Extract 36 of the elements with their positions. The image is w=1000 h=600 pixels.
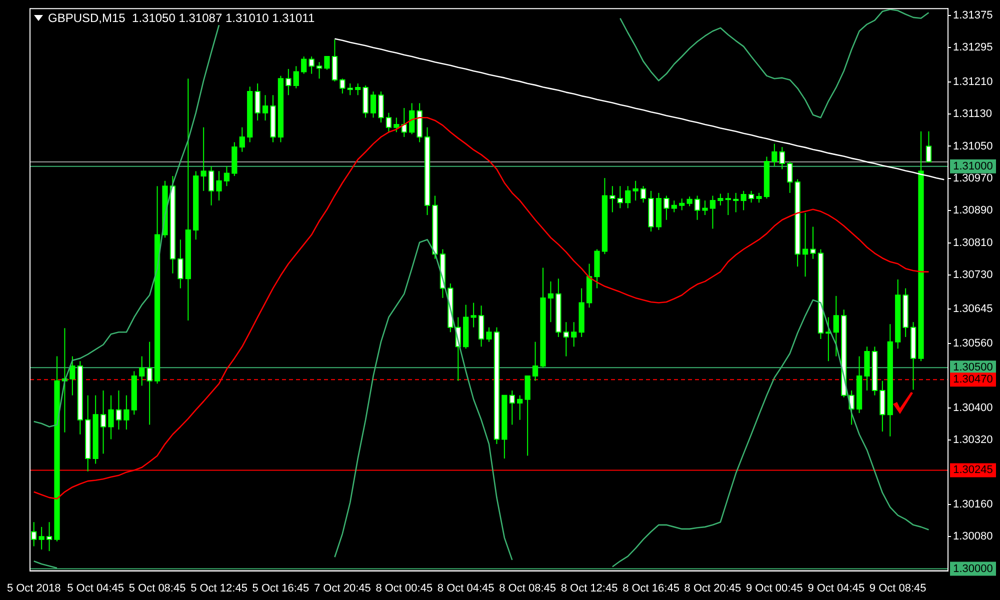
- y-tick-label: 1.30400: [953, 402, 993, 414]
- x-tick-label: 9 Oct 00:45: [746, 582, 803, 594]
- y-tick-label: 1.30645: [953, 303, 993, 316]
- x-tick-label: 8 Oct 16:45: [622, 582, 680, 594]
- y-tick-label: 1.30160: [953, 498, 993, 510]
- x-tick-label: 8 Oct 20:45: [684, 582, 742, 594]
- y-tick-label: 1.31130: [953, 108, 992, 120]
- x-tick-label: 8 Oct 00:45: [376, 582, 433, 594]
- ref-line-label: 1.30500: [953, 362, 993, 374]
- y-tick-label: 1.30080: [953, 530, 993, 543]
- x-tick-label: 7 Oct 20:45: [314, 582, 371, 594]
- ref-line-label: 1.30470: [953, 374, 993, 386]
- x-tick-label: 8 Oct 08:45: [499, 582, 556, 594]
- y-tick-label: 1.31295: [953, 42, 993, 54]
- y-tick-label: 1.31210: [953, 76, 993, 88]
- x-tick-label: 5 Oct 12:45: [190, 582, 248, 594]
- y-tick-label: 1.30970: [953, 172, 993, 184]
- ref-line-label: 1.30245: [953, 464, 993, 476]
- x-tick-label: 5 Oct 08:45: [128, 582, 186, 594]
- y-tick-label: 1.30730: [953, 269, 993, 282]
- y-tick-label: 1.31050: [953, 140, 993, 152]
- x-tick-label: 9 Oct 04:45: [808, 582, 865, 594]
- y-tick-label: 1.30810: [953, 236, 993, 249]
- x-tick-label: 5 Oct 04:45: [67, 582, 124, 594]
- x-tick-label: 5 Oct 2018: [6, 582, 61, 594]
- x-tick-label: 5 Oct 16:45: [252, 582, 310, 594]
- chart-title: GBPUSD,M15 1.31050 1.31087 1.31010 1.31011: [46, 11, 317, 25]
- ref-line-label: 1.31000: [953, 160, 993, 172]
- ref-line-label: 1.30000: [953, 562, 993, 575]
- y-tick-label: 1.31375: [953, 9, 993, 22]
- y-tick-label: 1.30560: [953, 337, 993, 350]
- x-tick-label: 9 Oct 08:45: [869, 582, 926, 594]
- y-tick-label: 1.30890: [953, 204, 993, 217]
- y-tick-label: 1.30320: [953, 434, 993, 446]
- x-tick-label: 8 Oct 12:45: [560, 582, 618, 594]
- x-tick-label: 8 Oct 04:45: [437, 582, 494, 594]
